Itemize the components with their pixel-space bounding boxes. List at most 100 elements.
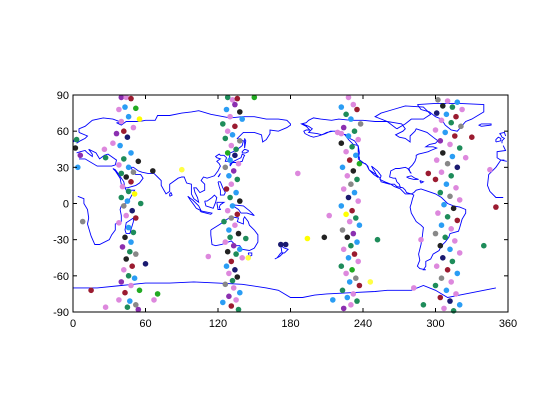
coastline-6	[210, 215, 259, 251]
data-point-93	[226, 173, 232, 179]
data-point-0	[73, 136, 80, 143]
coastline-21	[374, 105, 432, 130]
data-point-238	[447, 246, 453, 253]
data-point-40	[123, 212, 129, 219]
y-tick-label-6: -90	[53, 307, 69, 319]
data-point-126	[220, 299, 226, 306]
data-point-201	[459, 106, 465, 113]
data-point-6	[102, 154, 109, 161]
data-point-88	[232, 152, 238, 159]
data-point-249	[453, 291, 459, 297]
data-point-46	[128, 239, 134, 245]
data-point-211	[437, 138, 444, 144]
data-point-154	[346, 157, 353, 163]
data-point-233	[448, 226, 455, 232]
data-point-217	[444, 160, 451, 167]
data-point-17	[121, 128, 127, 134]
data-point-152	[343, 148, 349, 155]
data-point-8	[123, 94, 129, 101]
data-point-23	[128, 150, 134, 156]
data-point-245	[438, 275, 445, 282]
data-point-224	[437, 189, 444, 196]
data-point-45	[122, 234, 128, 241]
data-point-66	[154, 291, 161, 297]
data-point-41	[133, 215, 139, 221]
data-point-81	[224, 128, 231, 134]
data-point-94	[234, 176, 241, 183]
data-point-153	[353, 152, 359, 159]
data-point-27	[125, 164, 132, 171]
data-point-196	[435, 97, 441, 103]
data-point-183	[353, 275, 359, 282]
data-point-50	[123, 256, 129, 262]
data-point-171	[339, 227, 346, 233]
x-tick-label-2: 120	[209, 318, 227, 330]
y-tick-label-1: 60	[57, 126, 69, 138]
data-point-182	[343, 270, 349, 277]
data-point-98	[227, 194, 233, 201]
data-point-189	[354, 298, 360, 304]
x-tick-label-5: 300	[426, 318, 444, 330]
data-point-116	[223, 263, 230, 270]
data-point-136	[295, 170, 301, 177]
data-point-255	[420, 302, 427, 308]
data-point-167	[343, 211, 349, 218]
data-point-195	[326, 212, 333, 219]
data-point-228	[450, 205, 457, 212]
data-point-89	[227, 157, 233, 163]
data-point-84	[237, 138, 243, 144]
data-point-165	[338, 203, 345, 209]
coastline-17	[229, 153, 246, 167]
data-point-199	[440, 103, 446, 109]
data-point-141	[338, 104, 345, 110]
coastline-11	[199, 210, 213, 215]
data-point-190	[348, 302, 354, 308]
data-point-19	[124, 134, 131, 140]
data-point-247	[432, 282, 439, 289]
data-point-180	[338, 263, 345, 270]
data-point-143	[343, 111, 349, 118]
data-point-91	[222, 164, 229, 171]
data-point-63	[124, 304, 131, 311]
data-point-169	[346, 218, 353, 225]
data-point-219	[438, 169, 445, 175]
data-point-124	[226, 293, 232, 300]
data-point-22	[101, 146, 108, 153]
data-point-206	[448, 119, 455, 126]
coastline-16	[217, 173, 221, 178]
data-point-213	[456, 145, 463, 151]
data-point-5	[88, 287, 94, 294]
data-point-122	[230, 285, 237, 291]
data-point-140	[350, 101, 357, 108]
coastline-10	[187, 195, 203, 212]
data-point-205	[438, 117, 445, 124]
data-point-87	[224, 150, 231, 156]
data-point-256	[411, 285, 417, 291]
data-point-85	[228, 142, 235, 149]
data-point-68	[150, 168, 156, 174]
scatter-points-layer	[72, 94, 499, 314]
data-point-214	[440, 150, 446, 156]
data-point-187	[350, 291, 357, 297]
data-point-181	[349, 267, 355, 273]
data-point-262	[493, 204, 499, 210]
data-point-92	[230, 168, 237, 174]
data-point-261	[487, 166, 493, 173]
data-point-125	[233, 297, 239, 303]
data-point-210	[452, 133, 458, 139]
data-point-104	[221, 218, 227, 225]
data-point-118	[226, 270, 232, 277]
data-point-203	[443, 111, 450, 118]
data-point-121	[222, 281, 229, 288]
data-point-184	[346, 279, 353, 285]
data-point-31	[128, 179, 134, 185]
data-point-236	[452, 238, 458, 244]
y-tick-label-3: 0	[63, 199, 69, 211]
data-point-13	[125, 113, 132, 120]
data-point-215	[449, 153, 456, 160]
data-point-185	[356, 282, 363, 289]
data-point-227	[441, 201, 447, 208]
data-point-123	[237, 289, 243, 296]
data-point-59	[122, 289, 128, 296]
